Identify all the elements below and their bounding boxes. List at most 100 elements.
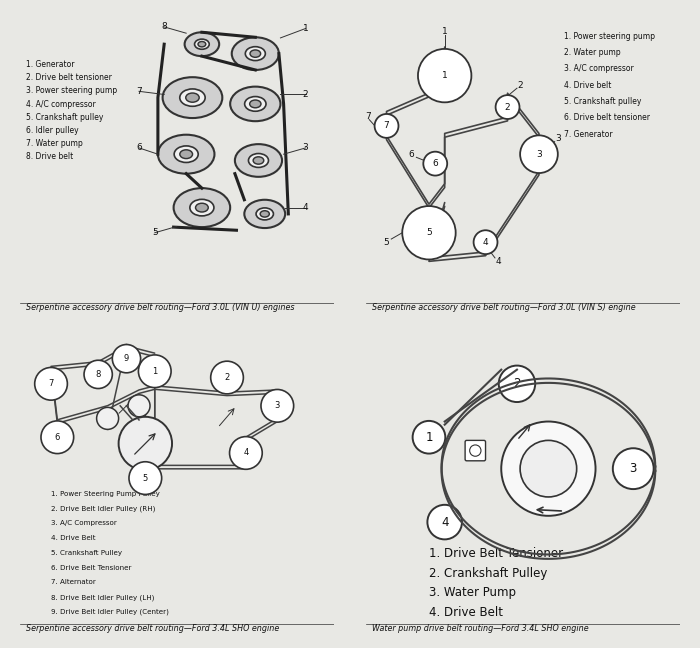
FancyBboxPatch shape [465,441,486,461]
Text: 9: 9 [124,354,129,363]
Text: Serpentine accessory drive belt routing—Ford 3.0L (VIN U) engines: Serpentine accessory drive belt routing—… [26,303,295,312]
Circle shape [112,345,141,373]
Ellipse shape [256,208,274,220]
Text: 5. Crankshaft pulley: 5. Crankshaft pulley [564,97,641,106]
Text: 3. Water Pump: 3. Water Pump [429,586,516,599]
Circle shape [418,49,471,102]
Text: 6: 6 [136,143,142,152]
Text: 7: 7 [136,87,142,96]
Text: 2. Drive belt tensioner: 2. Drive belt tensioner [26,73,112,82]
Ellipse shape [250,100,261,108]
Ellipse shape [245,47,265,60]
Text: 7: 7 [384,121,389,130]
Circle shape [412,421,445,454]
Text: 2: 2 [505,102,510,111]
Circle shape [128,395,150,417]
Ellipse shape [190,200,214,216]
Circle shape [501,422,596,516]
Circle shape [374,114,398,138]
Circle shape [612,448,654,489]
Text: 1. Power steering pump: 1. Power steering pump [564,32,655,41]
Circle shape [118,417,172,470]
Ellipse shape [198,41,206,47]
Ellipse shape [174,146,198,163]
Ellipse shape [180,89,205,106]
Ellipse shape [162,77,223,118]
Text: Serpentine accessory drive belt routing—Ford 3.4L SHO engine: Serpentine accessory drive belt routing—… [26,624,279,632]
Circle shape [424,152,447,176]
Text: 6. Drive belt tensioner: 6. Drive belt tensioner [564,113,650,122]
Text: 2: 2 [303,90,309,99]
Text: 6. Idler pulley: 6. Idler pulley [26,126,78,135]
Text: 1: 1 [152,367,158,376]
Circle shape [261,389,294,422]
Text: 9. Drive Belt Idler Pulley (Center): 9. Drive Belt Idler Pulley (Center) [51,609,169,616]
Ellipse shape [244,97,266,111]
Text: 1: 1 [302,24,309,33]
Text: 4. Drive belt: 4. Drive belt [564,80,612,89]
Text: 1: 1 [442,71,447,80]
Text: Serpentine accessory drive belt routing—Ford 3.0L (VIN S) engine: Serpentine accessory drive belt routing—… [372,303,636,312]
Ellipse shape [250,50,260,57]
Text: 3: 3 [629,462,637,475]
Text: 3. A/C compressor: 3. A/C compressor [564,64,634,73]
Text: 4: 4 [441,516,449,529]
Text: 6: 6 [409,150,414,159]
Text: 3: 3 [274,401,280,410]
Text: 7: 7 [48,379,54,388]
Text: 7: 7 [365,112,370,121]
Circle shape [84,360,112,389]
Text: 2. Drive Belt Idler Pulley (RH): 2. Drive Belt Idler Pulley (RH) [51,505,155,512]
Text: 4: 4 [496,257,501,266]
Text: 3: 3 [536,150,542,159]
Ellipse shape [253,157,264,164]
Circle shape [97,408,118,430]
Circle shape [496,95,519,119]
Circle shape [211,361,244,394]
Ellipse shape [195,203,209,212]
Text: 4: 4 [303,203,309,212]
Ellipse shape [195,39,209,49]
Ellipse shape [186,93,199,102]
Text: 5: 5 [152,228,158,237]
Text: 7. Generator: 7. Generator [564,130,612,139]
Text: 1. Generator: 1. Generator [26,60,74,69]
Text: 7. Alternator: 7. Alternator [51,579,96,585]
Text: 1. Power Steering Pump Pulley: 1. Power Steering Pump Pulley [51,491,160,496]
Text: 2: 2 [225,373,230,382]
Text: 3. Power steering pump: 3. Power steering pump [26,86,117,95]
Text: 2. Crankshaft Pulley: 2. Crankshaft Pulley [429,567,547,580]
Text: 1: 1 [425,431,433,444]
Text: 6. Drive Belt Tensioner: 6. Drive Belt Tensioner [51,564,132,570]
Text: 6: 6 [433,159,438,168]
Text: 2: 2 [517,80,523,89]
Text: 7. Water pump: 7. Water pump [26,139,83,148]
Ellipse shape [158,135,214,174]
Text: 8: 8 [161,23,167,31]
Text: 4. Drive Belt: 4. Drive Belt [429,606,503,619]
Circle shape [402,206,456,259]
Circle shape [520,135,558,173]
Text: 8. Drive belt: 8. Drive belt [26,152,73,161]
Circle shape [139,355,171,388]
Text: 4: 4 [483,238,489,247]
Text: 5. Crankshaft Pulley: 5. Crankshaft Pulley [51,550,122,556]
Ellipse shape [235,144,282,177]
Text: 5: 5 [426,228,432,237]
Ellipse shape [232,38,279,70]
Circle shape [41,421,74,454]
Text: 6: 6 [55,433,60,442]
Text: 8. Drive Belt Idler Pulley (LH): 8. Drive Belt Idler Pulley (LH) [51,594,155,601]
Text: 2: 2 [513,377,521,390]
Text: 5: 5 [143,474,148,483]
Ellipse shape [244,200,285,228]
Ellipse shape [260,211,270,217]
Ellipse shape [185,32,219,56]
Text: 4. Drive Belt: 4. Drive Belt [51,535,95,541]
Ellipse shape [230,87,281,121]
Text: 4: 4 [244,448,248,457]
Ellipse shape [180,150,193,159]
Text: 3: 3 [555,134,561,143]
Text: 3. A/C Compressor: 3. A/C Compressor [51,520,117,526]
Text: 3: 3 [302,143,309,152]
